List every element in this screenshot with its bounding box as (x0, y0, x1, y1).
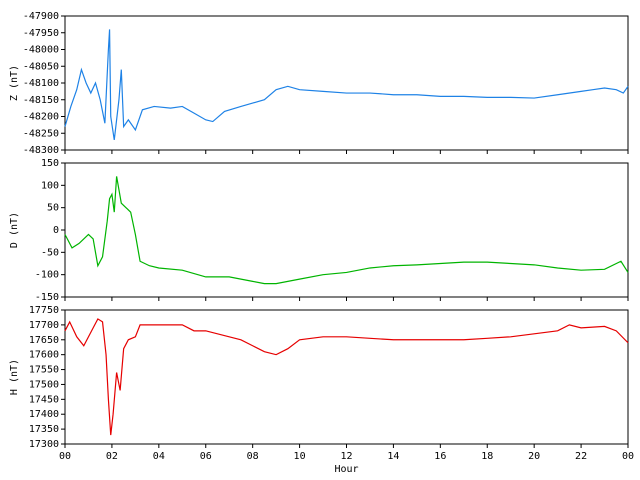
y-tick-label: 17550 (29, 365, 59, 376)
y-tick-label: -48100 (23, 78, 59, 89)
y-tick-label: -150 (35, 292, 59, 303)
y-tick-label: 17300 (29, 439, 59, 450)
x-tick-label: 00 (622, 451, 634, 462)
y-tick-label: 50 (47, 203, 59, 214)
y-tick-label: -48050 (23, 61, 59, 72)
x-tick-label: 12 (340, 451, 352, 462)
x-tick-label: 10 (294, 451, 306, 462)
y-tick-label: 17450 (29, 394, 59, 405)
x-tick-label: 00 (59, 451, 71, 462)
y-tick-label: 0 (53, 225, 59, 236)
y-tick-label: -100 (35, 270, 59, 281)
data-line (64, 29, 629, 141)
y-tick-label: -48250 (23, 128, 59, 139)
x-tick-label: 22 (575, 451, 587, 462)
x-tick-label: 16 (434, 451, 446, 462)
y-tick-label: 17400 (29, 409, 59, 420)
y-tick-label: 100 (41, 180, 59, 191)
data-line (64, 318, 629, 436)
y-tick-label: 150 (41, 158, 59, 169)
data-line (64, 176, 629, 285)
x-tick-label: 04 (153, 451, 165, 462)
y-tick-label: 17700 (29, 320, 59, 331)
y-tick-label: 17350 (29, 424, 59, 435)
y-axis-label: D (nT) (9, 212, 20, 248)
x-tick-label: 02 (106, 451, 118, 462)
y-tick-label: -50 (41, 247, 59, 258)
plot-frame (64, 309, 629, 445)
plot-frame (64, 162, 629, 298)
x-tick-label: 20 (528, 451, 540, 462)
x-tick-label: 14 (387, 451, 399, 462)
plot-frame (64, 15, 629, 151)
y-tick-label: 17600 (29, 350, 59, 361)
y-tick-label: 17750 (29, 305, 59, 316)
y-axis-label: Z (nT) (9, 65, 20, 101)
x-tick-label: 18 (481, 451, 493, 462)
y-tick-label: -48150 (23, 95, 59, 106)
y-tick-label: -48000 (23, 45, 59, 56)
y-tick-label: -48300 (23, 145, 59, 156)
y-tick-label: 17650 (29, 335, 59, 346)
x-axis-label: Hour (334, 464, 358, 475)
x-tick-label: 08 (247, 451, 259, 462)
y-tick-label: -48200 (23, 112, 59, 123)
y-tick-label: 17500 (29, 379, 59, 390)
y-tick-label: -47900 (23, 11, 59, 22)
y-axis-label: H (nT) (9, 359, 20, 395)
y-tick-label: -47950 (23, 28, 59, 39)
x-tick-label: 06 (200, 451, 212, 462)
